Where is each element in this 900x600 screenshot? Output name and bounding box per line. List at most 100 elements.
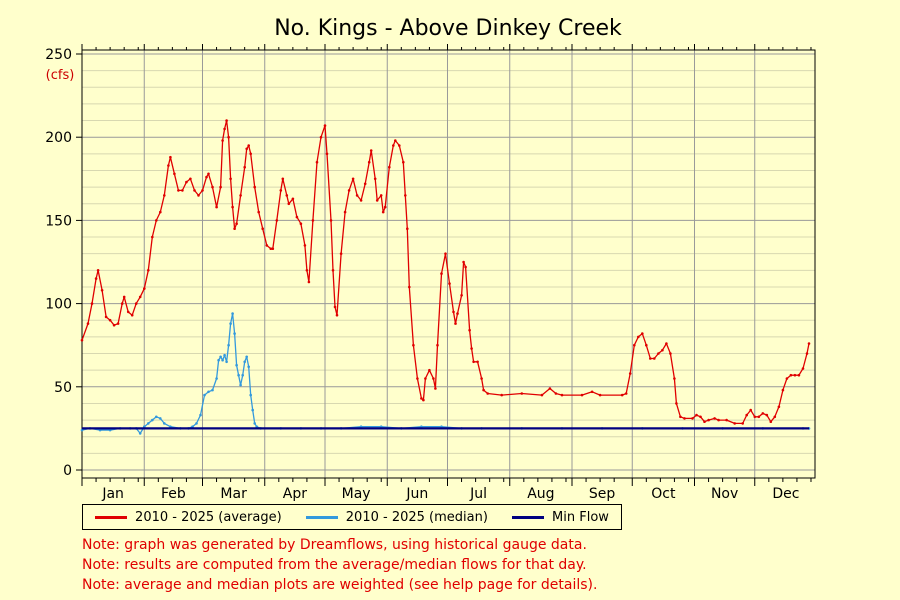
data-point — [86, 322, 90, 325]
data-point — [96, 269, 100, 272]
data-point — [347, 189, 351, 192]
x-tick-label: Dec — [772, 486, 799, 502]
x-tick-label: Apr — [283, 486, 307, 502]
data-point — [281, 177, 285, 181]
data-point — [379, 194, 383, 197]
data-point — [207, 390, 210, 394]
data-point — [287, 202, 291, 206]
data-point — [235, 222, 238, 225]
data-point — [367, 160, 371, 164]
data-point — [713, 417, 716, 420]
data-point — [315, 160, 319, 164]
data-point — [285, 194, 289, 197]
legend-swatch-median — [305, 515, 338, 519]
data-point — [733, 422, 736, 425]
legend-swatch-min-flow — [512, 515, 545, 519]
data-point — [448, 282, 451, 285]
data-point — [249, 393, 252, 397]
data-point — [383, 205, 387, 209]
data-point — [408, 285, 411, 289]
data-point — [717, 418, 720, 422]
data-point — [243, 360, 246, 364]
data-point — [402, 160, 405, 164]
note-line: Note: average and median plots are weigh… — [82, 577, 598, 593]
data-point — [247, 365, 250, 369]
data-point — [177, 189, 180, 192]
data-point — [761, 412, 765, 415]
data-point — [777, 405, 781, 409]
data-point — [235, 363, 238, 367]
data-point — [138, 432, 142, 435]
data-point — [420, 397, 423, 400]
data-point — [482, 388, 485, 392]
data-point — [303, 244, 307, 247]
data-point — [169, 155, 172, 159]
data-point — [233, 227, 236, 230]
data-point — [434, 387, 437, 390]
data-point — [398, 144, 401, 147]
data-point — [112, 323, 116, 327]
data-point — [468, 328, 471, 332]
data-point — [159, 210, 162, 214]
data-point — [189, 177, 192, 181]
data-point — [343, 210, 347, 214]
data-point — [673, 377, 676, 380]
y-unit-label: (cfs) — [46, 68, 75, 83]
data-point — [237, 373, 240, 377]
data-point — [432, 377, 435, 380]
axis-ticks — [76, 44, 812, 486]
data-point — [311, 219, 315, 222]
legend: 2010 - 2025 (average) 2010 - 2025 (media… — [82, 504, 622, 530]
data-point — [257, 210, 261, 214]
data-point — [159, 417, 162, 420]
data-point — [225, 360, 228, 364]
data-point — [80, 338, 84, 342]
data-point — [679, 415, 682, 419]
data-point — [307, 280, 311, 284]
data-point — [373, 177, 377, 181]
x-tick-label: Jan — [101, 486, 124, 502]
data-point — [134, 302, 138, 305]
data-point — [193, 189, 196, 192]
data-point — [333, 305, 337, 309]
y-tick-label: 150 — [45, 213, 72, 229]
data-point — [126, 310, 130, 314]
data-point — [460, 294, 463, 297]
y-tick-label: 200 — [45, 130, 72, 146]
data-point — [116, 322, 120, 325]
data-point — [355, 194, 359, 197]
data-point — [239, 383, 242, 387]
data-point — [215, 205, 218, 209]
data-point — [185, 180, 188, 184]
data-point — [249, 152, 252, 156]
data-point — [245, 355, 248, 359]
data-point — [173, 172, 176, 176]
data-point — [359, 199, 363, 202]
data-point — [90, 302, 94, 305]
data-point — [299, 222, 303, 225]
data-point — [325, 152, 329, 156]
grid-lines — [82, 50, 815, 478]
data-point — [725, 418, 728, 422]
legend-label-min-flow: Min Flow — [552, 509, 609, 525]
data-point — [151, 418, 154, 422]
data-point — [624, 392, 628, 395]
y-tick-label: 50 — [54, 380, 72, 396]
data-point — [163, 422, 166, 425]
data-point — [793, 373, 797, 377]
data-point — [351, 177, 355, 181]
legend-item-average: 2010 - 2025 (average) — [95, 510, 282, 525]
data-point — [143, 287, 146, 290]
data-point — [155, 415, 158, 419]
data-point — [669, 352, 672, 355]
x-tick-label: Jun — [405, 486, 428, 502]
data-point — [633, 343, 636, 347]
data-point — [560, 393, 564, 397]
data-point — [416, 377, 419, 380]
data-point — [269, 247, 273, 250]
data-point — [291, 197, 295, 201]
data-point — [472, 360, 475, 364]
series-line-0 — [81, 119, 810, 425]
data-point — [335, 313, 339, 317]
